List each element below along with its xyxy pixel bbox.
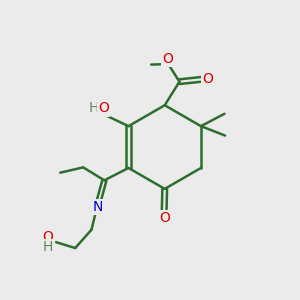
Text: O: O bbox=[159, 211, 170, 225]
Text: N: N bbox=[93, 200, 103, 214]
Text: O: O bbox=[162, 52, 173, 66]
Text: O: O bbox=[42, 230, 53, 244]
Text: O: O bbox=[98, 101, 109, 116]
Text: H: H bbox=[43, 240, 53, 254]
Text: H: H bbox=[88, 101, 99, 116]
Text: O: O bbox=[202, 72, 213, 86]
